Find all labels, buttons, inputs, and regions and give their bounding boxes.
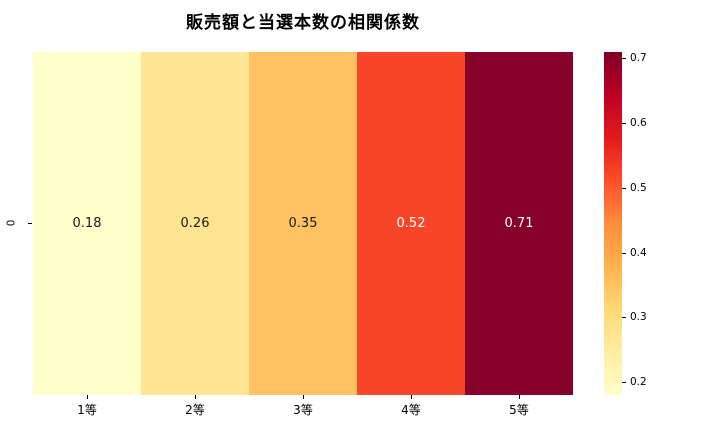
colorbar-tick-label: 0.2 — [630, 376, 647, 389]
colorbar-tick-mark — [622, 123, 626, 125]
x-axis-tick-mark — [411, 395, 412, 399]
colorbar-tick-label: 0.4 — [630, 246, 647, 259]
y-axis-tick-label: 0 — [3, 219, 16, 227]
heatmap-grid: 0.18 0.26 0.35 0.52 0.71 — [33, 52, 573, 395]
heatmap-cell-2等: 0.26 — [141, 52, 249, 395]
colorbar-tick-mark — [622, 382, 626, 384]
x-axis-tick-mark — [87, 395, 88, 399]
colorbar-tick-mark — [622, 317, 626, 319]
heatmap-cell-4等: 0.52 — [357, 52, 465, 395]
colorbar-tick-label: 0.5 — [630, 181, 647, 194]
colorbar — [604, 52, 622, 395]
colorbar-tick-label: 0.6 — [630, 117, 647, 130]
x-axis-tick-label: 2等 — [185, 403, 205, 417]
colorbar-tick-mark — [622, 252, 626, 254]
heatmap-cell-5等: 0.71 — [465, 52, 573, 395]
x-axis-tick-mark — [195, 395, 196, 399]
cell-value: 0.18 — [72, 216, 102, 231]
cell-value: 0.71 — [504, 216, 534, 231]
colorbar-tick-label: 0.3 — [630, 311, 647, 324]
cell-value: 0.35 — [288, 216, 318, 231]
heatmap-cell-1等: 0.18 — [33, 52, 141, 395]
x-axis-tick-label: 5等 — [509, 403, 529, 417]
heatmap-cell-3等: 0.35 — [249, 52, 357, 395]
cell-value: 0.52 — [396, 216, 426, 231]
colorbar-tick-mark — [622, 187, 626, 189]
colorbar-tick-mark — [622, 58, 626, 60]
cell-value: 0.26 — [180, 216, 210, 231]
x-axis-tick-label: 3等 — [293, 403, 313, 417]
x-axis-tick-mark — [303, 395, 304, 399]
x-axis-tick-label: 1等 — [77, 403, 97, 417]
colorbar-tick-label: 0.7 — [630, 52, 647, 65]
x-axis-tick-mark — [519, 395, 520, 399]
chart-title: 販売額と当選本数の相関係数 — [186, 13, 420, 33]
x-axis-tick-label: 4等 — [401, 403, 421, 417]
y-axis-tick-mark — [28, 223, 32, 224]
